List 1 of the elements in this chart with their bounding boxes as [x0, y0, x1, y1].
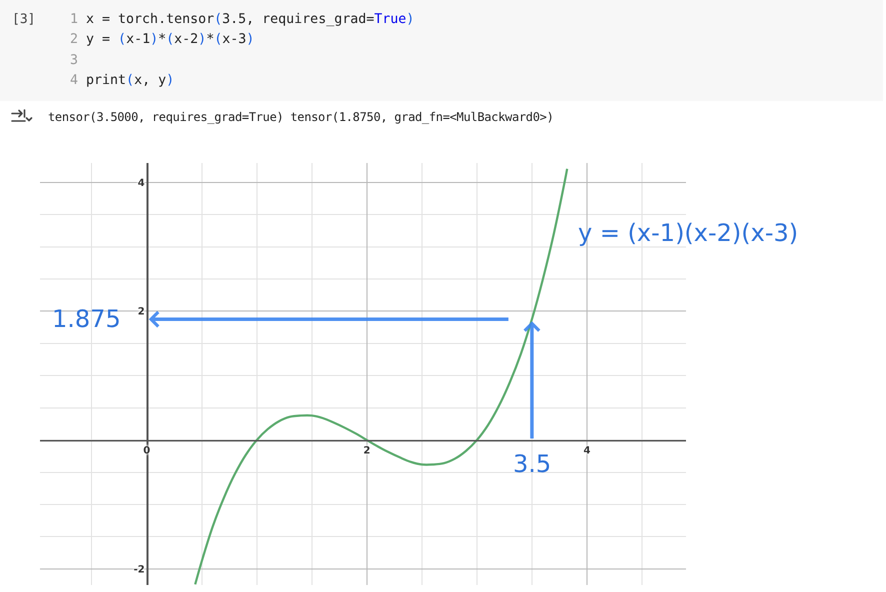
- y-tick-label: -2: [134, 564, 145, 576]
